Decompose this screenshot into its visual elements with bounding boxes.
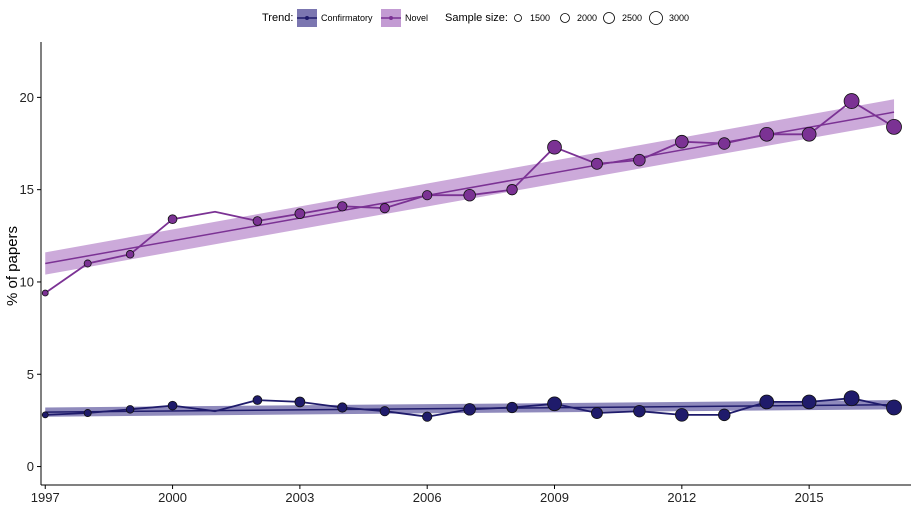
data-point-confirmatory-2006 [422,411,433,422]
data-point-novel-2005 [379,203,390,214]
data-point-confirmatory-2007 [463,403,476,416]
legend-size-marker-2500 [603,12,615,24]
legend-label-novel: Novel [405,13,428,23]
data-point-confirmatory-2016 [843,390,860,407]
data-point-confirmatory-2004 [337,402,348,413]
data-point-confirmatory-2000 [167,400,178,411]
x-tick-label-2012: 2012 [667,490,696,505]
data-point-confirmatory-1997 [41,411,49,419]
data-point-novel-2010 [591,157,603,170]
y-tick-label-20: 20 [20,90,34,105]
y-tick-label-0: 0 [27,459,34,474]
data-point-confirmatory-1998 [83,409,92,417]
legend-size-marker-2000 [560,13,570,23]
series-lines [44,100,895,418]
legend-marker-novel [389,16,393,20]
y-axis-title: % of papers [4,226,21,306]
x-tick-label-2000: 2000 [158,490,187,505]
legend-label-confirmatory: Confirmatory [321,13,373,23]
legend-size-label-2500: 2500 [622,13,642,23]
confidence-band-novel [45,99,895,275]
data-point-novel-2017 [886,119,902,135]
x-tick-label-2015: 2015 [795,490,824,505]
x-tick-label-2006: 2006 [413,490,442,505]
data-point-novel-1999 [125,250,135,259]
data-point-novel-2009 [547,139,562,155]
data-points [41,93,902,422]
data-point-novel-2016 [843,93,860,109]
y-tick-label-10: 10 [20,274,34,289]
legend: Trend: Confirmatory Novel Sample size: 1… [262,9,689,27]
data-point-novel-2013 [718,137,731,150]
data-point-novel-2014 [759,126,775,142]
legend-size-label-2000: 2000 [577,13,597,23]
data-point-novel-2004 [337,201,348,212]
data-point-novel-2011 [633,153,646,167]
data-point-novel-1998 [83,259,92,268]
x-tick-label-2009: 2009 [540,490,569,505]
data-point-novel-2006 [422,190,433,201]
data-point-confirmatory-2017 [886,399,902,416]
y-axis-ticks: 0 5 10 15 20 [20,90,41,474]
x-tick-label-2003: 2003 [285,490,314,505]
legend-trend-title: Trend: [262,12,293,24]
data-point-confirmatory-2015 [801,394,817,410]
data-point-novel-2002 [252,216,263,226]
data-point-confirmatory-2002 [252,395,263,405]
data-point-novel-2007 [463,188,476,202]
data-point-novel-2003 [294,208,306,220]
data-point-novel-2012 [675,134,689,149]
legend-size-marker-3000 [649,11,663,25]
data-point-confirmatory-2013 [718,408,731,422]
data-point-confirmatory-2014 [759,394,775,410]
data-point-confirmatory-2010 [591,407,603,419]
data-point-confirmatory-2011 [633,404,646,418]
x-tick-label-1997: 1997 [31,490,60,505]
data-point-confirmatory-2012 [675,408,689,422]
data-point-confirmatory-1999 [125,405,135,414]
y-tick-label-5: 5 [27,367,34,382]
trend-lines [45,111,895,413]
data-point-confirmatory-2008 [506,401,518,414]
data-point-novel-1997 [41,289,49,297]
y-tick-label-15: 15 [20,182,34,197]
legend-size-title: Sample size: [445,12,508,24]
legend-size-label-1500: 1500 [530,13,550,23]
legend-marker-confirmatory [305,16,309,20]
legend-size-label-3000: 3000 [669,13,689,23]
data-point-novel-2008 [506,184,518,196]
data-point-confirmatory-2003 [294,396,306,408]
data-point-confirmatory-2009 [547,396,562,412]
data-point-confirmatory-2005 [379,406,390,417]
legend-size-marker-1500 [514,14,522,22]
x-axis-ticks: 1997 2000 2003 2006 2009 2012 2015 [31,485,824,505]
data-point-novel-2000 [167,214,178,225]
confidence-bands [45,99,895,417]
data-point-novel-2015 [801,126,817,142]
